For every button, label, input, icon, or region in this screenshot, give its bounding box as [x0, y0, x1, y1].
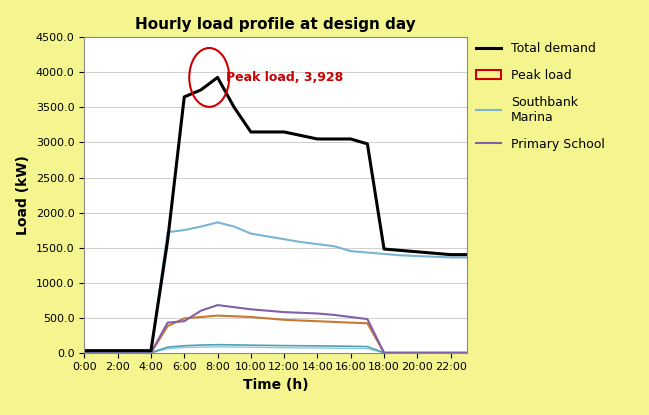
Y-axis label: Load (kW): Load (kW)	[16, 155, 31, 235]
Title: Hourly load profile at design day: Hourly load profile at design day	[136, 17, 416, 32]
X-axis label: Time (h): Time (h)	[243, 378, 309, 392]
Text: Peak load, 3,928: Peak load, 3,928	[226, 71, 343, 84]
Legend: Total demand, Peak load, Southbank
Marina, Primary School: Total demand, Peak load, Southbank Marin…	[471, 37, 610, 156]
